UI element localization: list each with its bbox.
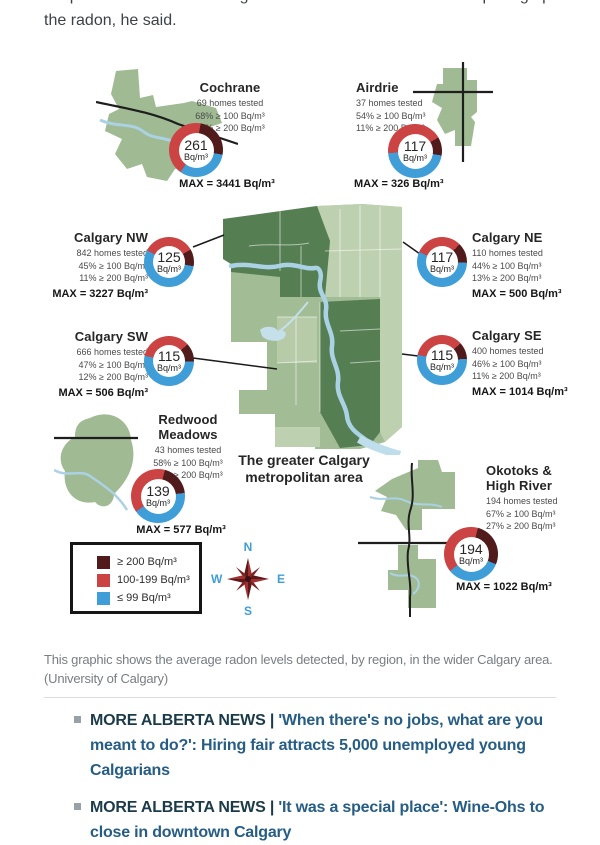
region-title: Calgary NE (472, 230, 543, 245)
compass-south-label: S (243, 604, 253, 618)
region-pct100: 58% ≥ 100 Bq/m³ (153, 457, 223, 468)
region-homes: 110 homes tested (472, 248, 543, 258)
region-max: MAX = 506 Bq/m³ (58, 386, 148, 399)
region-max: MAX = 1014 Bq/m³ (472, 385, 568, 398)
region-max: MAX = 3227 Bq/m³ (52, 287, 148, 300)
related-links-list: MORE ALBERTA NEWS | 'When there's no job… (74, 708, 556, 845)
region-block-cochrane: Cochrane 69 homes tested 68% ≥ 100 Bq/m³… (168, 80, 292, 135)
region-pct100: 45% ≥ 100 Bq/m³ (78, 260, 148, 271)
compass-rose: N S W E (210, 540, 286, 618)
region-pct200: 13% ≥ 200 Bq/m³ (472, 273, 542, 283)
region-title: Calgary NW (74, 230, 148, 245)
legend-box: ≥ 200 Bq/m³ 100-199 Bq/m³ ≤ 99 Bq/m³ (70, 542, 202, 614)
region-homes: 43 homes tested (154, 445, 222, 455)
region-max: MAX = 3441 Bq/m³ (179, 178, 275, 190)
region-pct200: 11% ≥ 200 Bq/m³ (356, 123, 425, 133)
divider (44, 697, 556, 698)
donut-center: 261 Bq/m³ (178, 132, 214, 168)
compass-star-icon (227, 558, 269, 600)
legend-item: ≤ 99 Bq/m³ (97, 589, 199, 607)
region-max: MAX = 1022 Bq/m³ (456, 581, 552, 593)
compass-west-label: W (211, 572, 223, 586)
donut-center: 139 Bq/m³ (140, 478, 176, 514)
region-pct100: 67% ≥ 100 Bq/m³ (486, 508, 556, 519)
donut-center: 125 Bq/m³ (153, 246, 185, 278)
region-pct200: 25% ≥ 200 Bq/m³ (195, 123, 265, 133)
donut-center: 115 Bq/m³ (153, 345, 185, 377)
region-block-airdrie: Airdrie 37 homes tested 54% ≥ 100 Bq/m³ … (356, 80, 466, 135)
region-pct100: 54% ≥ 100 Bq/m³ (356, 110, 426, 121)
article-paragraph: keep the house from sucking too much on … (0, 0, 600, 33)
region-title: Okotoks & High River (486, 463, 553, 493)
region-max: MAX = 577 Bq/m³ (136, 524, 226, 536)
region-homes: 69 homes tested (196, 98, 264, 108)
radon-donut-okotoks-high-river: 194 Bq/m³ (444, 527, 498, 581)
figure-caption: This graphic shows the average radon lev… (44, 652, 553, 686)
region-block-calgary-ne: Calgary NE 110 homes tested 44% ≥ 100 Bq… (472, 230, 572, 301)
region-homes: 400 homes tested (472, 346, 544, 356)
related-link-item: MORE ALBERTA NEWS | 'It was a special pl… (74, 795, 554, 845)
legend-swatch-mid (97, 573, 110, 587)
compass-north-label: N (243, 540, 253, 554)
redwood-meadows-inset-map (54, 414, 138, 511)
okotoks-high-river-inset-map (358, 460, 468, 617)
radon-donut-calgary-nw: 125 Bq/m³ (144, 237, 194, 287)
region-block-okotoks-high-river: Okotoks & High River 194 homes tested 67… (486, 463, 570, 533)
region-title: Redwood Meadows (158, 412, 218, 442)
legend-item: 100-199 Bq/m³ (97, 571, 199, 589)
legend-swatch-high (97, 555, 110, 569)
region-homes: 842 homes tested (76, 248, 148, 258)
region-pct100: 47% ≥ 100 Bq/m³ (78, 359, 148, 370)
donut-center: 117 Bq/m³ (426, 246, 458, 278)
region-max: MAX = 326 Bq/m³ (354, 178, 444, 190)
region-pct200: 11% ≥ 200 Bq/m³ (79, 273, 148, 283)
region-block-calgary-nw: Calgary NW 842 homes tested 45% ≥ 100 Bq… (50, 230, 148, 301)
region-pct100: 46% ≥ 100 Bq/m³ (472, 358, 542, 369)
radon-donut-airdrie: 117 Bq/m³ (388, 124, 442, 178)
radon-donut-cochrane: 261 Bq/m³ (169, 123, 223, 177)
region-block-calgary-se: Calgary SE 400 homes tested 46% ≥ 100 Bq… (472, 328, 572, 399)
region-title: Calgary SE (472, 328, 542, 343)
region-homes: 37 homes tested (356, 98, 423, 108)
paragraph-line-clipped: keep the house from sucking too much on … (44, 0, 556, 8)
region-pct200: 11% ≥ 200 Bq/m³ (472, 371, 541, 381)
region-max: MAX = 500 Bq/m³ (472, 287, 562, 300)
region-title: Calgary SW (74, 329, 148, 344)
donut-center: 117 Bq/m³ (397, 133, 433, 169)
airdrie-inset-map (413, 62, 493, 162)
related-link[interactable]: MORE ALBERTA NEWS | 'It was a special pl… (90, 799, 545, 841)
radon-donut-redwood-meadows: 139 Bq/m³ (131, 469, 185, 523)
region-pct200: 19% ≥ 200 Bq/m³ (153, 470, 223, 480)
radon-infographic: Cochrane 69 homes tested 68% ≥ 100 Bq/m³… (0, 40, 600, 632)
radon-donut-calgary-ne: 117 Bq/m³ (417, 237, 467, 287)
donut-center: 115 Bq/m³ (426, 344, 458, 376)
region-block-calgary-sw: Calgary SW 666 homes tested 47% ≥ 100 Bq… (50, 329, 148, 400)
region-homes: 194 homes tested (486, 496, 558, 506)
region-title: Cochrane (199, 80, 261, 95)
related-link-item: MORE ALBERTA NEWS | 'When there's no job… (74, 708, 554, 783)
region-pct200: 12% ≥ 200 Bq/m³ (78, 372, 148, 382)
related-link[interactable]: MORE ALBERTA NEWS | 'When there's no job… (90, 712, 543, 779)
legend-swatch-low (97, 591, 110, 605)
region-pct100: 68% ≥ 100 Bq/m³ (195, 110, 265, 121)
region-title: Airdrie (356, 80, 399, 95)
region-block-redwood-meadows: Redwood Meadows 43 homes tested 58% ≥ 10… (138, 412, 238, 482)
donut-center: 194 Bq/m³ (453, 536, 489, 572)
radon-donut-calgary-se: 115 Bq/m³ (417, 335, 467, 385)
paragraph-line: the radon, he said. (44, 12, 177, 29)
connector-lines (192, 234, 421, 370)
radon-donut-calgary-sw: 115 Bq/m³ (144, 336, 194, 386)
region-homes: 666 homes tested (76, 347, 148, 357)
calgary-metro-map (223, 204, 403, 455)
map-title: The greater Calgary metropolitan area (238, 452, 370, 485)
compass-east-label: E (276, 572, 285, 586)
region-pct100: 44% ≥ 100 Bq/m³ (472, 260, 542, 271)
region-pct200: 27% ≥ 200 Bq/m³ (486, 521, 556, 531)
legend-item: ≥ 200 Bq/m³ (97, 553, 199, 571)
